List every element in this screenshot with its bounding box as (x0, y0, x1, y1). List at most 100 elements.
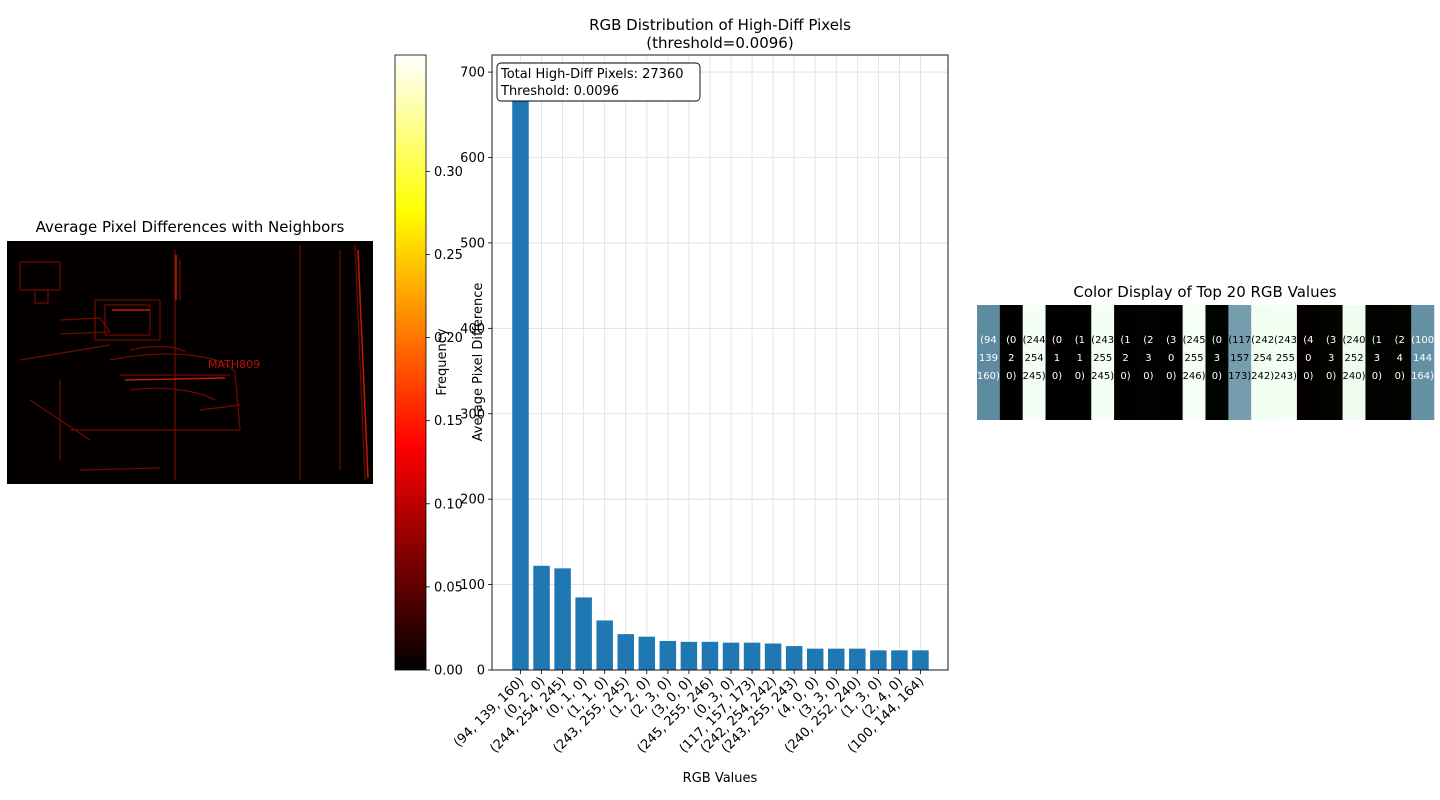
swatch-label: 243) (1274, 371, 1297, 382)
heatmap-annotation-text: MATH809 (208, 358, 260, 371)
color-swatch (1136, 305, 1161, 420)
bar (870, 650, 887, 670)
swatch-label: (240 (1343, 335, 1366, 346)
color-swatch (1091, 305, 1115, 420)
swatch-label: 0) (1166, 371, 1176, 382)
bar (638, 636, 656, 670)
swatch-label: 255 (1185, 353, 1204, 364)
bar (722, 642, 740, 670)
color-swatch (1182, 305, 1206, 420)
swatch-label: (0 (1212, 335, 1222, 346)
swatch-label: (1 (1120, 335, 1130, 346)
swatch-label: 3 (1374, 353, 1380, 364)
bar (596, 620, 613, 670)
swatch-title: Color Display of Top 20 RGB Values (1073, 283, 1336, 301)
y-tick-label: 200 (460, 493, 485, 508)
bar (891, 650, 908, 670)
swatch-label: (3 (1166, 335, 1176, 346)
bar (828, 648, 845, 670)
bar (512, 86, 529, 670)
color-swatch (1228, 305, 1252, 420)
bar-chart-x-label: RGB Values (683, 771, 758, 786)
bar-chart-x-ticks: (94, 139, 160)(0, 2, 0)(244, 254, 245)(0… (451, 670, 927, 756)
swatch-label: (0 (1052, 335, 1062, 346)
swatch-label: 240) (1343, 371, 1366, 382)
bar-chart-annotation-box: Total High-Diff Pixels: 27360 Threshold:… (496, 62, 701, 102)
swatch-label: 0) (1143, 371, 1153, 382)
swatch-label: 252 (1344, 353, 1363, 364)
swatch-label: 139 (979, 353, 998, 364)
y-tick-label: 600 (460, 151, 485, 166)
bar (743, 642, 761, 670)
bar-chart-y-ticks: 0 100 200 300 400 500 600 700 (460, 66, 492, 679)
colorbar-tick-label: 0.00 (434, 664, 463, 679)
colorbar-tick-label: 0.10 (434, 497, 463, 512)
bar (849, 648, 866, 670)
bar-chart-bars (512, 86, 929, 670)
color-swatch (1045, 305, 1069, 420)
swatch-label: (245 (1183, 335, 1206, 346)
color-swatch (1365, 305, 1389, 420)
swatch-label: 3 (1214, 353, 1220, 364)
swatch-label: (94 (980, 335, 997, 346)
swatch-label: 0 (1305, 353, 1311, 364)
swatch-label: (2 (1143, 335, 1153, 346)
colorbar (394, 54, 427, 671)
swatch-label: 160) (977, 371, 1000, 382)
annotation-threshold: Threshold: 0.0096 (500, 84, 619, 99)
bar-chart-axes-frame (491, 54, 949, 671)
colorbar-tick-label: 0.15 (434, 414, 463, 429)
color-swatch (1251, 305, 1275, 420)
color-swatch (1205, 305, 1229, 420)
colorbar-ticks: 0.00 0.05 0.10 0.15 0.20 0.25 0.30 (426, 165, 463, 679)
heatmap-image: MATH809 (7, 241, 373, 484)
colorbar-tick-label: 0.30 (434, 165, 463, 180)
bar (575, 597, 592, 670)
color-swatch (1068, 305, 1092, 420)
bar (659, 640, 677, 670)
swatch-label: (2 (1395, 335, 1405, 346)
swatch-label: (4 (1303, 335, 1313, 346)
swatch-label: (242 (1251, 335, 1274, 346)
y-tick-label: 400 (460, 322, 485, 337)
color-swatch (1411, 305, 1435, 420)
bar (533, 565, 550, 670)
colorbar-tick-label: 0.20 (434, 331, 463, 346)
swatch-label: 0 (1168, 353, 1174, 364)
bar (701, 641, 719, 670)
annotation-total-pixels: Total High-Diff Pixels: 27360 (500, 67, 683, 82)
swatch-label: 0) (1212, 371, 1222, 382)
bar (785, 646, 803, 670)
swatch-label: (3 (1326, 335, 1336, 346)
bar-chart-y-label: Frequency (435, 328, 450, 395)
color-swatch (1114, 305, 1138, 420)
swatch-label: 1 (1077, 353, 1083, 364)
swatch-label: 2 (1008, 353, 1014, 364)
color-swatch (1388, 305, 1412, 420)
swatch-label: 255 (1276, 353, 1295, 364)
swatch-label: 255 (1093, 353, 1112, 364)
swatch-label: 245) (1091, 371, 1114, 382)
y-tick-label: 700 (460, 66, 485, 81)
colorbar-tick-label: 0.25 (434, 248, 463, 263)
swatch-label: (244 (1023, 335, 1046, 346)
color-swatch (977, 305, 1001, 420)
swatch-label: 144 (1413, 353, 1432, 364)
bar (912, 650, 929, 670)
color-swatch (1274, 305, 1298, 420)
swatch-label: (1 (1075, 335, 1085, 346)
swatch-label: 164) (1411, 371, 1434, 382)
swatch-label: 242) (1251, 371, 1274, 382)
y-tick-label: 100 (460, 578, 485, 593)
bar-chart-title: RGB Distribution of High-Diff Pixels (589, 16, 851, 34)
swatch-label: 0) (1395, 371, 1405, 382)
swatch-label: (100 (1411, 335, 1434, 346)
swatch-label: 4 (1397, 353, 1403, 364)
swatch-label: 246) (1183, 371, 1206, 382)
bar (554, 568, 571, 670)
swatch-label: 0) (1372, 371, 1382, 382)
swatch-label: 254 (1025, 353, 1044, 364)
y-tick-label: 0 (477, 664, 485, 679)
y-tick-label: 300 (460, 407, 485, 422)
